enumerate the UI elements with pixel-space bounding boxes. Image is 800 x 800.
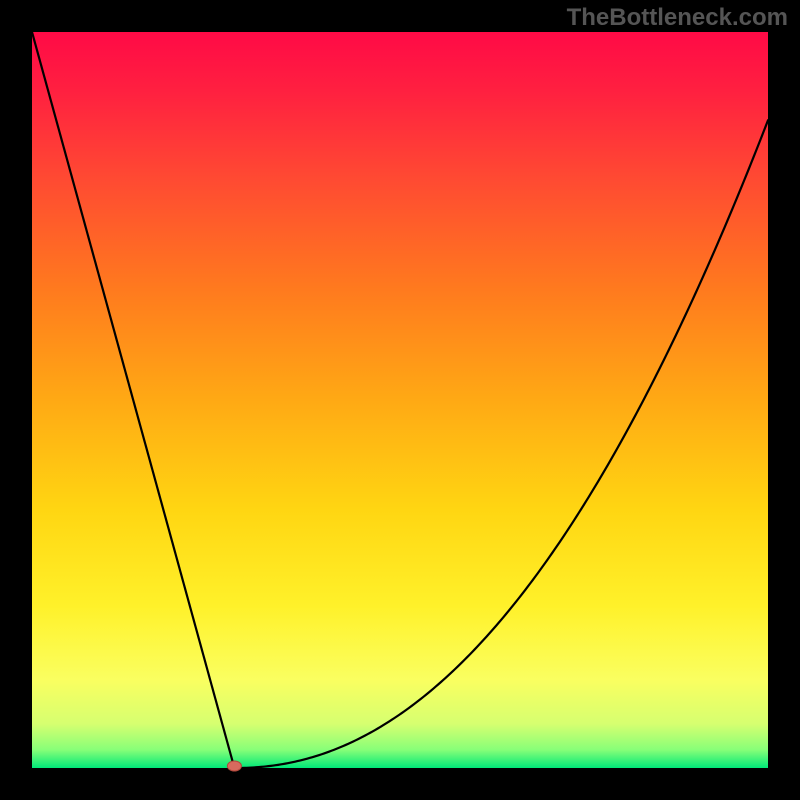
chart-svg bbox=[0, 0, 800, 800]
minimum-marker bbox=[227, 761, 241, 771]
watermark-text: TheBottleneck.com bbox=[567, 4, 788, 32]
plot-background bbox=[32, 32, 768, 768]
chart-container: TheBottleneck.com bbox=[0, 0, 800, 800]
